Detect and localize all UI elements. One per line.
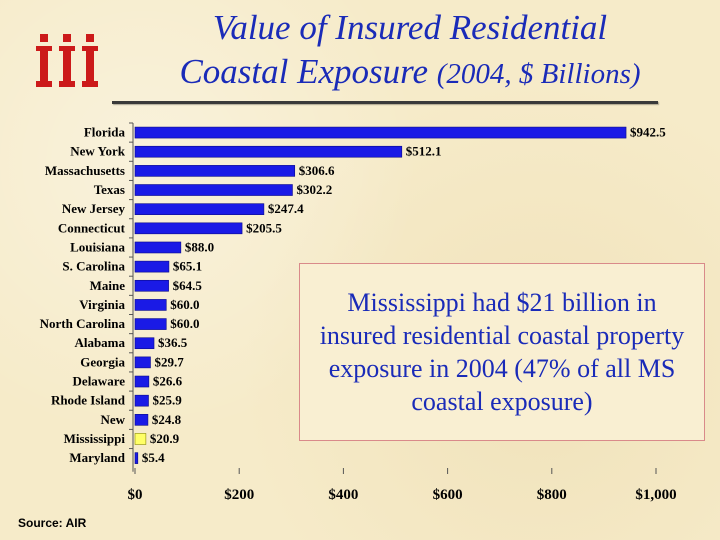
value-label-maryland: $5.4 <box>142 450 165 465</box>
value-label-rhode-island: $25.9 <box>152 393 182 408</box>
source-note: Source: AIR <box>18 516 87 530</box>
title-line-1: Value of Insured Residential <box>212 8 608 47</box>
value-label-alabama: $36.5 <box>158 335 188 350</box>
x-tick-label: $400 <box>328 487 358 503</box>
title-line-2-main: Coastal Exposure <box>179 52 428 91</box>
value-label-new-jersey: $247.4 <box>268 201 304 216</box>
x-tick-label: $600 <box>433 487 463 503</box>
chart-title: Value of Insured Residential Coastal Exp… <box>110 6 710 96</box>
mississippi-callout: Mississippi had $21 billion in insured r… <box>299 263 705 441</box>
value-label-new: $24.8 <box>152 412 182 427</box>
bar-north-carolina <box>134 318 167 330</box>
category-label-north-carolina: North Carolina <box>40 316 126 331</box>
value-label-texas: $302.2 <box>296 182 332 197</box>
iii-logo-mark <box>36 34 98 87</box>
category-label-new-york: New York <box>70 144 126 159</box>
x-tick-label: $800 <box>537 487 567 503</box>
value-label-new-york: $512.1 <box>406 144 442 159</box>
category-label-texas: Texas <box>94 182 125 197</box>
category-label-mississippi: Mississippi <box>64 431 126 446</box>
bar-new <box>134 414 149 426</box>
bar-mississippi <box>134 433 147 445</box>
title-line-2-units: (2004, $ Billions) <box>436 58 641 90</box>
category-label-maryland: Maryland <box>69 450 125 465</box>
x-tick-label: $1,000 <box>635 487 676 503</box>
bar-maine <box>134 279 169 292</box>
category-label-new: New <box>100 412 125 427</box>
value-label-s-carolina: $65.1 <box>173 259 202 274</box>
bar-massachusetts <box>134 165 296 177</box>
value-label-maine: $64.5 <box>173 278 203 293</box>
category-label-connecticut: Connecticut <box>58 220 126 235</box>
category-label-georgia: Georgia <box>80 354 125 369</box>
category-label-new-jersey: New Jersey <box>62 201 126 216</box>
bar-louisiana <box>134 241 182 254</box>
bar-maryland <box>134 452 139 464</box>
bar-delaware <box>134 375 150 388</box>
x-tick-label: $0 <box>128 487 143 503</box>
value-label-delaware: $26.6 <box>153 374 183 389</box>
bar-new-york <box>134 145 403 158</box>
bar-s-carolina <box>134 260 170 273</box>
category-label-virginia: Virginia <box>79 297 125 312</box>
bar-connecticut <box>134 222 243 235</box>
x-tick-label: $200 <box>224 487 254 503</box>
category-label-massachusetts: Massachusetts <box>45 163 125 178</box>
bar-texas <box>134 184 293 196</box>
bar-georgia <box>134 356 151 369</box>
bar-virginia <box>134 299 167 311</box>
category-label-s-carolina: S. Carolina <box>62 259 125 274</box>
title-divider <box>112 101 658 104</box>
value-label-virginia: $60.0 <box>170 297 199 312</box>
value-label-louisiana: $88.0 <box>185 239 214 254</box>
bar-alabama <box>134 337 155 350</box>
bar-rhode-island <box>134 394 149 407</box>
category-label-alabama: Alabama <box>74 335 125 350</box>
title-line-2: Coastal Exposure (2004, $ Billions) <box>110 50 710 96</box>
value-label-georgia: $29.7 <box>154 354 184 369</box>
value-label-florida: $942.5 <box>630 125 666 140</box>
value-label-mississippi: $20.9 <box>150 431 180 446</box>
iii-logo <box>36 30 106 90</box>
value-label-north-carolina: $60.0 <box>170 316 199 331</box>
category-label-rhode-island: Rhode Island <box>51 393 126 408</box>
callout-text: Mississippi had $21 billion in insured r… <box>319 288 685 416</box>
category-label-maine: Maine <box>90 278 126 293</box>
value-label-massachusetts: $306.6 <box>299 163 335 178</box>
bar-florida <box>134 126 627 139</box>
bar-new-jersey <box>134 203 265 215</box>
value-label-connecticut: $205.5 <box>246 220 282 235</box>
category-label-louisiana: Louisiana <box>70 239 125 254</box>
category-label-delaware: Delaware <box>73 374 126 389</box>
category-label-florida: Florida <box>84 125 126 140</box>
